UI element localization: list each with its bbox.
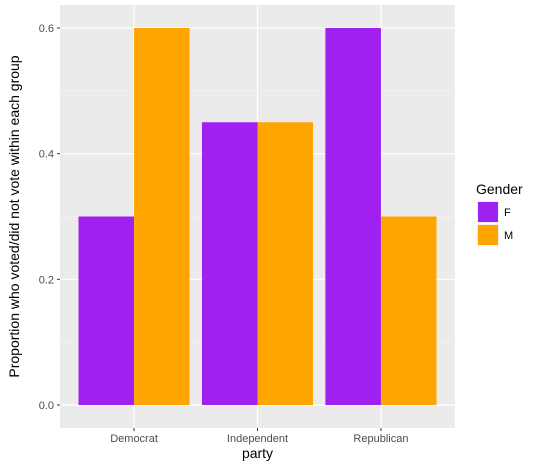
x-tick-label: Independent xyxy=(227,433,288,445)
y-tick-label: 0.2 xyxy=(39,274,54,286)
bar-independent-m xyxy=(257,122,314,406)
bar-republican-m xyxy=(380,216,437,406)
y-tick-label: 0.0 xyxy=(39,400,54,412)
y-axis: 0.0 0.2 0.4 0.6 xyxy=(39,23,60,412)
y-tick-label: 0.4 xyxy=(39,149,54,161)
bar-republican-f xyxy=(325,27,381,406)
y-tick-label: 0.6 xyxy=(39,23,54,35)
x-axis-title: party xyxy=(242,445,273,461)
x-tick-label: Democrat xyxy=(110,433,158,445)
legend-swatch-m xyxy=(478,225,498,245)
legend-swatch-f xyxy=(478,202,498,222)
x-axis: Democrat Independent Republican xyxy=(110,428,408,445)
y-axis-title: Proportion who voted/did not vote within… xyxy=(6,55,22,377)
bar-independent-f xyxy=(201,122,258,406)
bars xyxy=(78,27,437,406)
legend: Gender FM xyxy=(476,181,523,246)
x-tick-label: Republican xyxy=(353,433,408,445)
bar-democrat-m xyxy=(134,27,190,406)
legend-title: Gender xyxy=(476,181,523,197)
legend-label: M xyxy=(504,230,513,242)
bar-democrat-f xyxy=(78,216,135,406)
legend-label: F xyxy=(504,207,511,219)
